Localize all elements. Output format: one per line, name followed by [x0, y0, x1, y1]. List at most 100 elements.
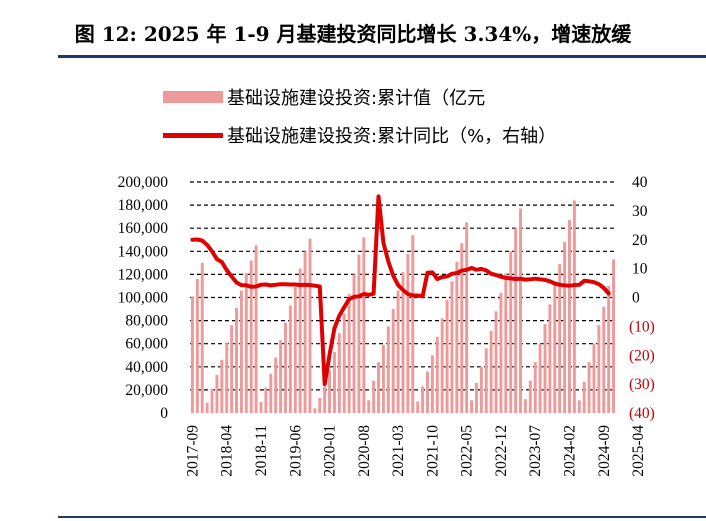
bar	[328, 370, 332, 413]
bar	[337, 333, 341, 413]
bar	[514, 228, 518, 413]
x-tick-label: 2021-03	[390, 425, 407, 477]
left-tick-label: 160,000	[118, 220, 169, 237]
left-tick-label: 140,000	[118, 243, 169, 260]
left-tick-label: 0	[160, 405, 168, 422]
bar	[474, 382, 478, 413]
right-axis-ticks: (40) (30) (20) (10) 0 10 20 30 40	[629, 174, 655, 422]
bar	[479, 366, 483, 413]
bar	[401, 272, 405, 413]
bar	[288, 305, 292, 413]
bar	[577, 400, 581, 413]
bar	[308, 238, 312, 413]
bar	[543, 324, 547, 413]
bar	[484, 348, 488, 413]
bar	[210, 388, 214, 413]
x-tick-label: 2017-09	[184, 425, 201, 477]
bar	[396, 290, 400, 413]
bar	[504, 273, 508, 413]
bar	[347, 294, 351, 413]
left-tick-label: 80,000	[125, 313, 168, 330]
bar	[318, 397, 322, 413]
x-tick-label: 2024-09	[596, 425, 613, 477]
bar	[372, 380, 376, 413]
right-tick-label: 30	[632, 203, 648, 220]
bar	[332, 351, 336, 413]
left-tick-label: 100,000	[118, 290, 169, 307]
bar	[235, 307, 238, 413]
right-tick-label: 20	[632, 232, 648, 249]
bar	[323, 386, 327, 413]
bar	[568, 220, 571, 413]
left-tick-label: 20,000	[125, 382, 168, 399]
left-axis-ticks: 0 20,000 40,000 60,000 80,000 100,000 120,000 1…	[118, 174, 169, 422]
right-tick-label: 10	[632, 261, 648, 278]
bar	[602, 306, 606, 413]
bar	[612, 259, 616, 413]
bar	[426, 371, 429, 413]
right-tick-label: 40	[632, 174, 648, 191]
bar	[215, 374, 219, 413]
bar	[220, 359, 224, 413]
x-tick-label: 2024-02	[562, 425, 579, 477]
left-tick-label: 120,000	[118, 266, 169, 283]
bar	[470, 400, 474, 413]
bar	[195, 279, 199, 413]
right-tick-label: (20)	[629, 347, 655, 364]
bar	[391, 309, 395, 413]
bar	[572, 200, 576, 413]
bar	[377, 362, 380, 413]
legend-line-label: 基础设施建设投资:累计同比（%，右轴）	[227, 126, 557, 147]
x-tick-label: 2018-04	[219, 425, 236, 477]
bar	[254, 245, 258, 413]
bar	[553, 284, 557, 413]
left-tick-label: 200,000	[118, 174, 169, 191]
bar	[274, 357, 278, 413]
x-tick-label: 2025-04	[630, 425, 647, 477]
bar	[381, 344, 385, 413]
bar	[269, 373, 273, 413]
bar	[225, 342, 229, 413]
bar	[190, 296, 194, 413]
bar-series	[190, 200, 616, 413]
bar	[460, 243, 464, 413]
x-tick-label: 2020-01	[322, 425, 339, 477]
bar	[362, 237, 366, 413]
bar	[533, 362, 537, 413]
bar	[205, 402, 209, 413]
bar	[519, 208, 522, 413]
bar	[489, 330, 493, 413]
bar	[244, 273, 248, 413]
x-tick-label: 2022-05	[459, 425, 476, 477]
bar	[440, 318, 444, 413]
bar	[509, 251, 513, 413]
line-path	[190, 194, 611, 387]
bar	[538, 343, 542, 413]
x-tick-label: 2020-08	[356, 425, 373, 477]
bar	[357, 254, 361, 413]
bar	[386, 326, 390, 413]
x-tick-label: 2018-11	[253, 425, 270, 476]
right-tick-label: 0	[632, 290, 640, 307]
bar	[587, 362, 591, 413]
bar	[259, 402, 263, 413]
left-tick-label: 180,000	[118, 197, 169, 214]
bar	[411, 235, 415, 413]
bar	[303, 251, 307, 413]
legend-line: 基础设施建设投资:累计同比（%，右轴）	[163, 122, 556, 148]
legend-bar: 基础设施建设投资:累计值（亿元	[163, 84, 485, 110]
bar	[465, 222, 469, 413]
bar	[200, 262, 204, 413]
bar	[279, 340, 283, 413]
bar	[607, 285, 611, 413]
line-series	[190, 194, 611, 387]
title-underline	[58, 55, 706, 58]
right-tick-label: (30)	[629, 376, 655, 393]
x-tick-label: 2021-10	[424, 425, 441, 477]
bar	[313, 408, 317, 413]
bar	[523, 399, 527, 413]
bar	[430, 355, 434, 413]
bar	[450, 281, 454, 413]
bar	[455, 261, 459, 413]
